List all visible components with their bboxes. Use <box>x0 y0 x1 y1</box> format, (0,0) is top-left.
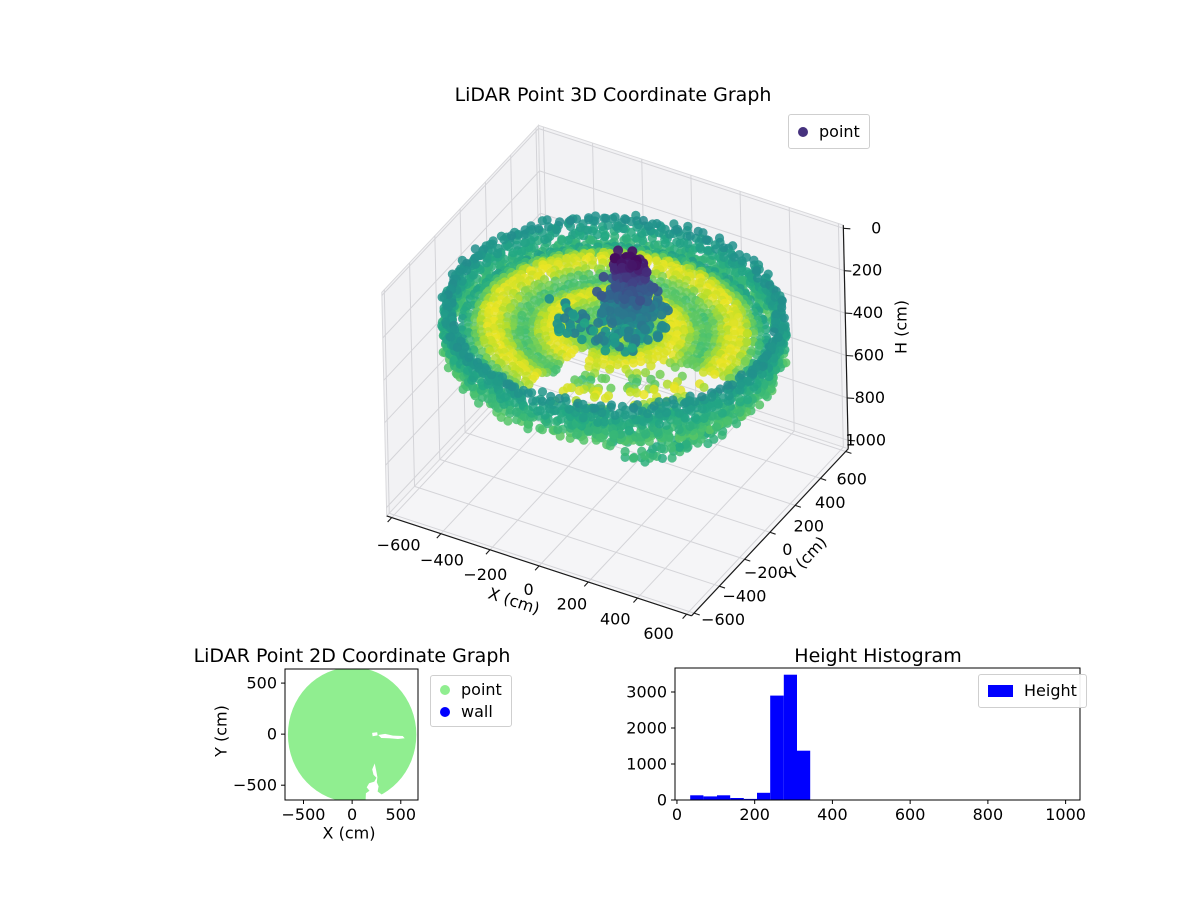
plot3d-legend-label: point <box>819 121 860 141</box>
hist-title: Height Histogram <box>794 645 962 667</box>
plot2d-area <box>284 668 419 801</box>
plot3d-legend-entry-point: point <box>798 122 860 142</box>
plot2d-xaxis-label: X (cm) <box>322 823 376 843</box>
svg-text:0: 0 <box>871 218 881 237</box>
plot2d-points-disc <box>287 669 417 800</box>
svg-text:800: 800 <box>855 388 886 407</box>
plot2d-legend-label-wall: wall <box>461 702 493 721</box>
svg-text:0: 0 <box>657 791 667 810</box>
plot2d-legend-label-point: point <box>461 680 502 699</box>
svg-text:−200: −200 <box>744 563 788 582</box>
svg-text:−600: −600 <box>701 610 745 629</box>
svg-text:0: 0 <box>347 805 357 824</box>
plot3d-point-cloud <box>437 210 791 467</box>
point-marker-icon <box>440 685 450 695</box>
height-bar-swatch-icon <box>988 685 1013 697</box>
svg-text:500: 500 <box>246 674 277 693</box>
svg-text:−200: −200 <box>463 565 507 584</box>
plot2d-ticks: −500 0 500 500 0 −500 <box>233 674 416 824</box>
svg-text:200: 200 <box>852 261 883 280</box>
svg-text:−400: −400 <box>723 587 767 606</box>
point-marker-icon <box>798 126 808 137</box>
svg-text:800: 800 <box>973 805 1004 824</box>
plot2d-legend-entry-point: point <box>440 680 502 700</box>
svg-text:400: 400 <box>817 805 848 824</box>
svg-text:0: 0 <box>524 580 534 599</box>
plot3d-title: LiDAR Point 3D Coordinate Graph <box>454 84 772 106</box>
svg-text:600: 600 <box>836 469 867 488</box>
plot2d-legend: point wall <box>430 675 512 727</box>
hist-legend-label: Height <box>1024 681 1077 700</box>
hist-legend: Height <box>978 674 1087 708</box>
svg-text:2000: 2000 <box>626 719 667 738</box>
svg-text:−600: −600 <box>377 536 421 555</box>
svg-text:1000: 1000 <box>845 430 886 449</box>
svg-text:400: 400 <box>815 493 846 512</box>
svg-text:400: 400 <box>600 609 631 628</box>
svg-text:200: 200 <box>557 595 588 614</box>
svg-text:−500: −500 <box>282 805 326 824</box>
svg-text:600: 600 <box>643 624 674 643</box>
svg-text:1000: 1000 <box>1045 805 1086 824</box>
svg-text:1000: 1000 <box>626 755 667 774</box>
svg-text:200: 200 <box>794 516 825 535</box>
hist-bars <box>690 674 811 800</box>
svg-text:200: 200 <box>739 805 770 824</box>
svg-text:500: 500 <box>386 805 417 824</box>
svg-text:0: 0 <box>267 725 277 744</box>
plot3d-legend: point <box>788 114 870 149</box>
plot3d-ticks: −600−400−2000200400600−600−400−200020040… <box>377 218 886 643</box>
svg-text:0: 0 <box>782 540 792 559</box>
hist-legend-entry-height: Height <box>988 681 1077 701</box>
svg-text:−400: −400 <box>420 550 464 569</box>
svg-text:600: 600 <box>895 805 926 824</box>
plot2d-legend-entry-wall: wall <box>440 702 502 722</box>
hist-ticks: 0 200 400 600 800 1000 0 1000 2000 3000 <box>626 683 1086 824</box>
plot3d-haxis-label: H (cm) <box>891 300 911 354</box>
svg-text:0: 0 <box>672 805 682 824</box>
plot2d-title: LiDAR Point 2D Coordinate Graph <box>193 645 511 667</box>
hist-area <box>674 667 1081 801</box>
svg-text:3000: 3000 <box>626 683 667 702</box>
svg-text:−500: −500 <box>233 776 277 795</box>
wall-marker-icon <box>440 707 450 717</box>
svg-text:400: 400 <box>853 303 884 322</box>
svg-text:600: 600 <box>854 345 885 364</box>
plot2d-yaxis-label: Y (cm) <box>211 705 231 757</box>
